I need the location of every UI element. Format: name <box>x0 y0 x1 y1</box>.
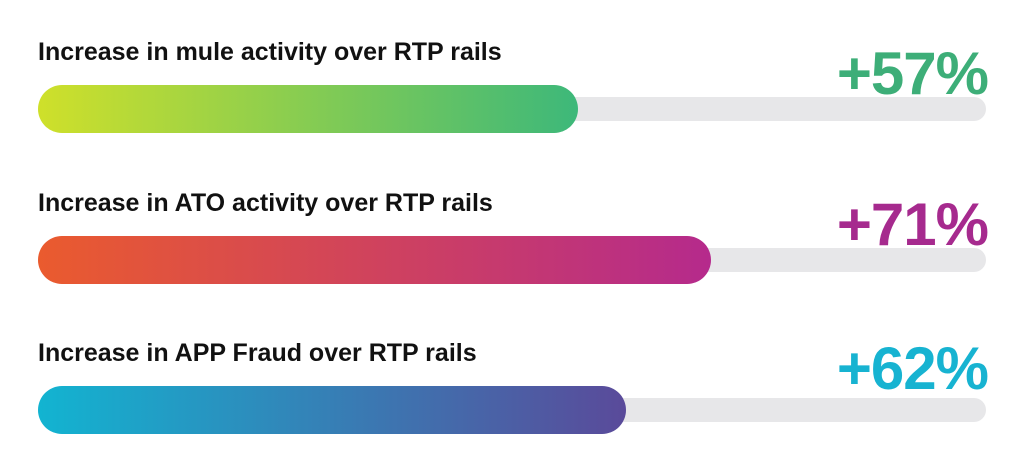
bar-fill-app-fraud <box>38 386 626 434</box>
category-label-ato-activity: Increase in ATO activity over RTP rails <box>38 189 493 217</box>
category-label-mule-activity: Increase in mule activity over RTP rails <box>38 38 502 66</box>
bar-fill-ato-activity <box>38 236 711 284</box>
bar-fill-mule-activity <box>38 85 578 133</box>
value-label-ato-activity: +71% <box>836 191 989 258</box>
value-label-app-fraud: +62% <box>836 335 989 402</box>
bar-row-mule-activity: Increase in mule activity over RTP rails… <box>0 38 1024 168</box>
bar-row-app-fraud: Increase in APP Fraud over RTP rails +62… <box>0 339 1024 469</box>
category-label-app-fraud: Increase in APP Fraud over RTP rails <box>38 339 477 367</box>
value-label-mule-activity: +57% <box>836 40 989 107</box>
bar-row-ato-activity: Increase in ATO activity over RTP rails … <box>0 189 1024 319</box>
